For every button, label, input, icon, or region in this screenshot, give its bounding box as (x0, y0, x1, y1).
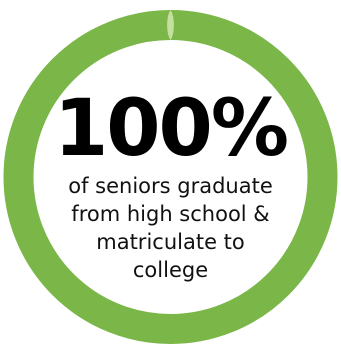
stat-caption-line-1: of seniors graduate (68, 174, 273, 198)
stat-block: 100% of seniors graduate from high schoo… (0, 86, 341, 284)
stat-value: 100% (54, 84, 289, 174)
stat-caption-line-2: from high school & (71, 202, 270, 226)
stat-caption-line-4: college (132, 258, 209, 282)
stat-caption-line-3: matriculate to (96, 230, 245, 254)
progress-ring-seam (167, 10, 174, 40)
